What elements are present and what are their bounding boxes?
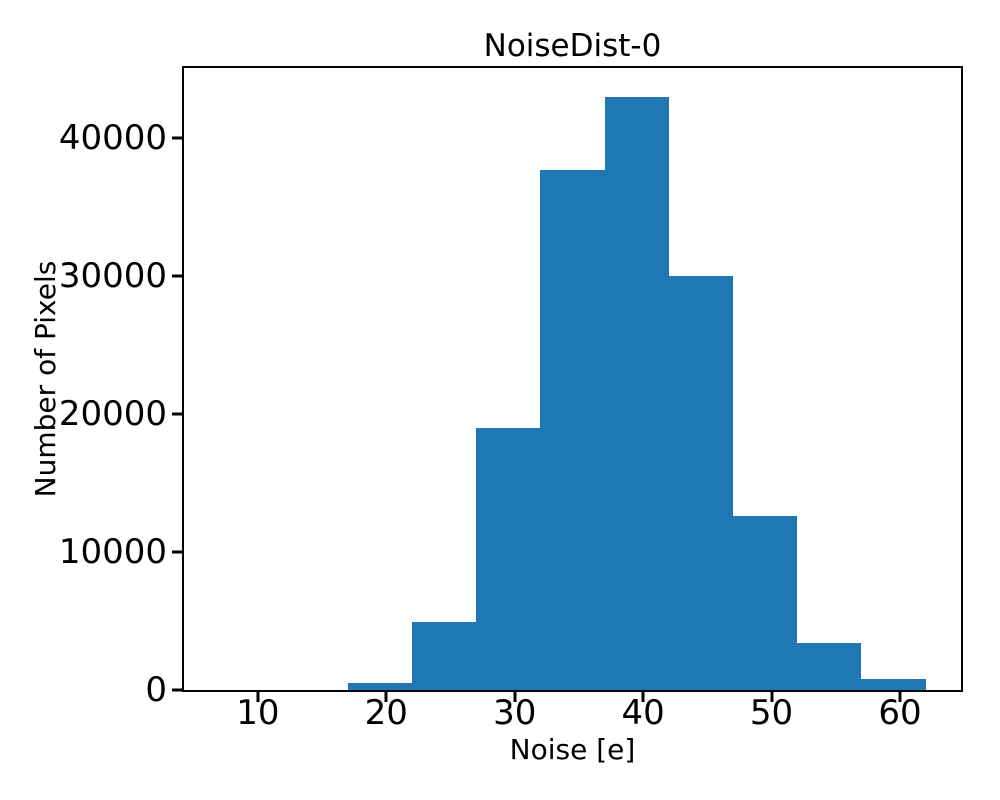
histogram-bar <box>797 643 862 690</box>
y-tick-mark <box>172 412 184 416</box>
plot-area: 10 20 30 40 50 60 0 10000 20000 30000 40000 <box>59 66 963 730</box>
x-tick-mark <box>641 690 645 702</box>
histogram-bar <box>861 678 926 690</box>
x-tick-mark <box>513 690 517 702</box>
x-tick-label: 50 <box>749 693 794 733</box>
histogram-bar <box>604 96 669 690</box>
y-tick-mark <box>172 550 184 554</box>
histogram-bar <box>411 622 477 690</box>
x-tick-label: 60 <box>878 693 922 733</box>
y-tick-label: 20000 <box>58 394 167 435</box>
histogram-bar <box>668 276 734 690</box>
x-tick-mark <box>256 690 260 702</box>
y-tick-mark <box>172 136 184 140</box>
y-tick-label: 0 <box>145 670 167 710</box>
y-tick-label: 30000 <box>58 256 167 297</box>
y-axis-label: Number of Pixels <box>29 260 62 498</box>
y-tick-label: 10000 <box>58 532 167 573</box>
y-tick-mark <box>172 688 184 692</box>
x-tick-label: 10 <box>236 693 280 733</box>
x-tick-label: 40 <box>621 693 665 733</box>
x-tick-label: 20 <box>364 693 408 733</box>
x-tick-mark <box>898 690 902 702</box>
x-tick-label: 30 <box>493 693 537 733</box>
y-tick-mark <box>172 274 184 278</box>
chart-title: NoiseDist-0 <box>483 28 662 64</box>
histogram-bar <box>347 683 412 690</box>
x-tick-mark <box>770 690 774 702</box>
histogram-bar <box>733 516 798 690</box>
y-tick-label: 40000 <box>58 118 167 159</box>
histogram-bar <box>540 170 605 690</box>
histogram-bar <box>476 427 541 690</box>
x-axis-label: Noise [e] <box>509 733 636 766</box>
x-tick-mark <box>384 690 388 702</box>
